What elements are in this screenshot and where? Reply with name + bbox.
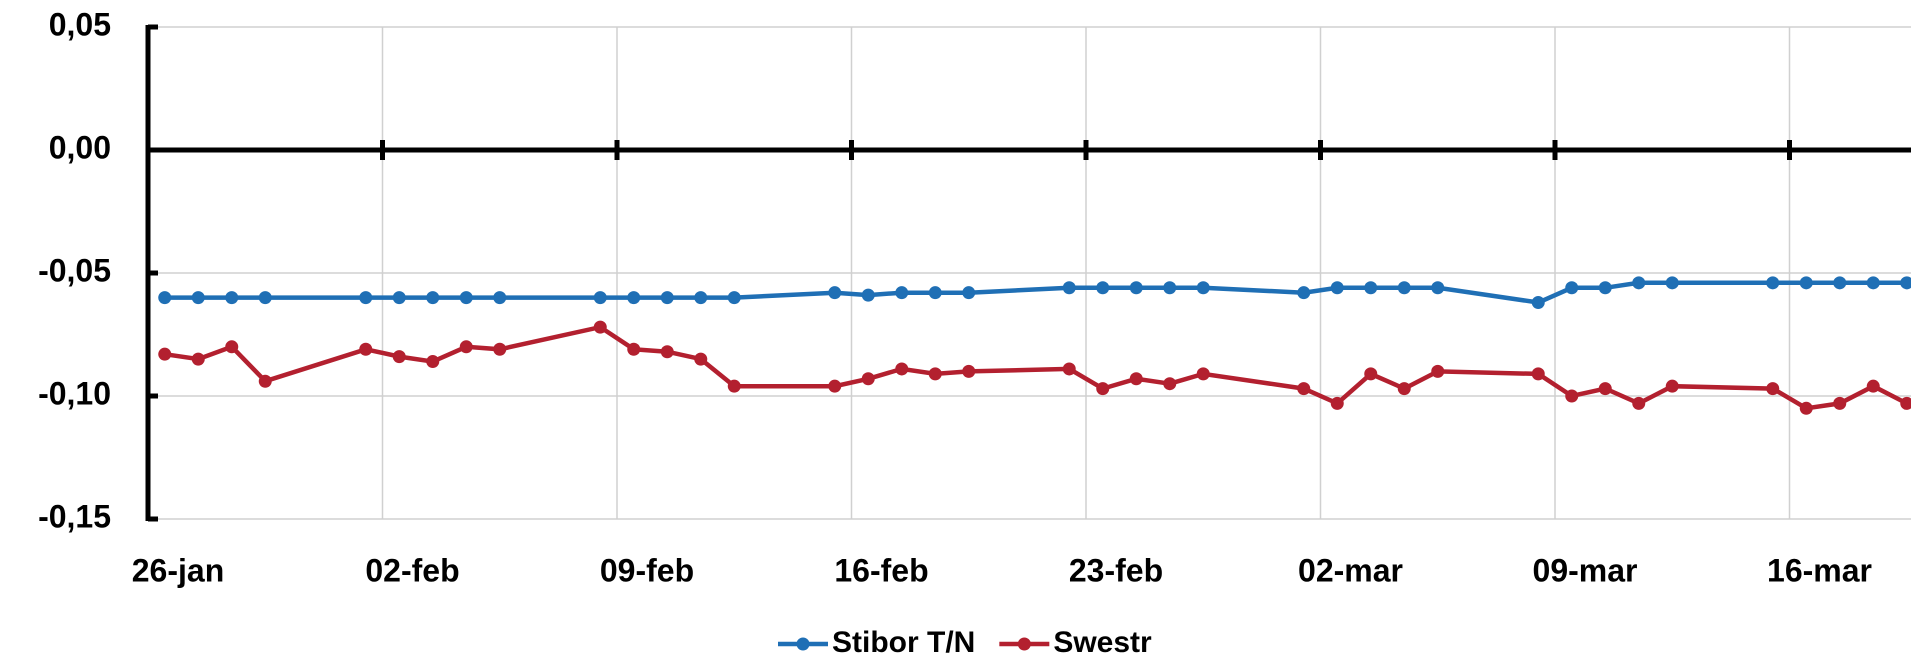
data-point [359,291,373,305]
data-point [1330,396,1344,410]
data-point [627,342,641,356]
data-point [593,320,607,334]
data-point [1900,396,1911,410]
data-point [861,372,875,386]
data-point [1598,281,1612,295]
data-point [1431,364,1445,378]
data-point [861,288,875,302]
data-point [1799,276,1813,290]
y-tick-label: 0,05 [49,6,111,42]
data-point [225,340,239,354]
data-point [426,355,440,369]
data-point [962,364,976,378]
data-point [1665,379,1679,393]
x-tick-label: 23-feb [1069,552,1163,588]
data-point [1665,276,1679,290]
data-point [493,342,507,356]
data-point [828,379,842,393]
data-point [1531,367,1545,381]
data-point [1598,382,1612,396]
legend: Stibor T/N Swestr [778,626,1152,659]
data-point [158,347,172,361]
data-point [727,291,741,305]
data-point [1565,389,1579,403]
y-tick-label: -0,15 [38,498,111,534]
series-line [164,280,1907,305]
data-point [1364,281,1378,295]
data-point [1431,281,1445,295]
data-point [727,379,741,393]
data-point [962,286,976,300]
data-point [1900,276,1911,290]
data-point [1196,367,1210,381]
data-point [1163,377,1177,391]
data-point [1833,276,1847,290]
data-point [258,374,272,388]
data-point [158,291,172,305]
x-tick-label: 02-feb [365,552,459,588]
data-point [1397,281,1411,295]
data-point [1129,372,1143,386]
data-point [1096,382,1110,396]
data-point [593,291,607,305]
data-point [1062,362,1076,376]
data-point [928,367,942,381]
data-point [392,291,406,305]
data-point [1297,286,1311,300]
data-point [627,291,641,305]
data-point [694,291,708,305]
data-point [493,291,507,305]
data-point [1096,281,1110,295]
data-point [1565,281,1579,295]
data-point [392,350,406,364]
data-point [1866,379,1880,393]
data-point [225,291,239,305]
data-point [1330,281,1344,295]
x-tick-label: 16-mar [1767,552,1872,588]
legend-label: Swestr [1053,626,1152,659]
x-tick-label: 09-feb [600,552,694,588]
data-point [191,352,205,366]
legend-marker [796,637,810,651]
data-point [1766,276,1780,290]
data-point [928,286,942,300]
data-point [1196,281,1210,295]
data-point [1129,281,1143,295]
legend-label: Stibor T/N [832,626,975,659]
data-point [1799,401,1813,415]
data-point [258,291,272,305]
data-point [459,340,473,354]
data-point [660,291,674,305]
data-point [1364,367,1378,381]
x-tick-label: 26-jan [132,552,224,588]
data-point [1297,382,1311,396]
data-point [1766,382,1780,396]
y-tick-label: 0,00 [49,129,111,165]
data-point [1397,382,1411,396]
x-tick-label: 02-mar [1298,552,1403,588]
data-point [1163,281,1177,295]
x-tick-label: 16-feb [834,552,928,588]
data-point [1833,396,1847,410]
data-point [426,291,440,305]
y-tick-label: -0,10 [38,375,111,411]
data-point [359,342,373,356]
data-point [895,362,909,376]
x-tick-label: 09-mar [1533,552,1638,588]
data-point [1632,276,1646,290]
data-point [1062,281,1076,295]
data-point [1632,396,1646,410]
data-point [660,345,674,359]
legend-marker [1017,637,1031,651]
data-point [459,291,473,305]
y-tick-label: -0,05 [38,252,111,288]
data-point [1531,296,1545,310]
data-point [1866,276,1880,290]
data-point [694,352,708,366]
data-point [191,291,205,305]
data-point [895,286,909,300]
data-point [828,286,842,300]
